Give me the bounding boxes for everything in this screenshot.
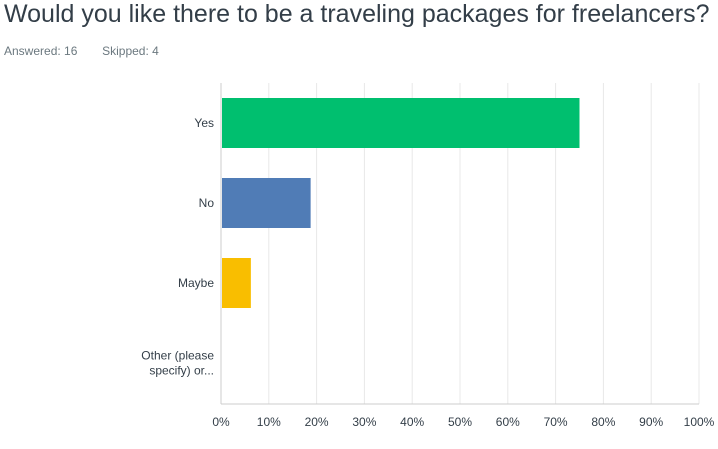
x-tick-label: 40% xyxy=(400,415,424,429)
x-tick-label: 50% xyxy=(448,415,472,429)
response-stats: Answered: 16 Skipped: 4 xyxy=(4,44,159,58)
category-label: Maybe xyxy=(178,276,214,290)
x-tick-label: 60% xyxy=(496,415,520,429)
x-tick-label: 80% xyxy=(591,415,615,429)
x-tick-label: 20% xyxy=(305,415,329,429)
answered-count: 16 xyxy=(64,44,78,58)
bar-yes[interactable] xyxy=(222,98,580,148)
x-tick-label: 70% xyxy=(544,415,568,429)
category-label: Other (please specify) or... xyxy=(141,349,214,378)
answered-label: Answered: xyxy=(4,44,61,58)
x-tick-label: 30% xyxy=(352,415,376,429)
question-title: Would you like there to be a traveling p… xyxy=(4,0,710,28)
bar-no[interactable] xyxy=(222,178,311,228)
x-tick-label: 90% xyxy=(639,415,663,429)
x-tick-label: 0% xyxy=(212,415,230,429)
x-tick-label: 100% xyxy=(684,415,715,429)
skipped-label: Skipped: xyxy=(102,44,149,58)
category-label: No xyxy=(199,196,215,210)
category-label: Yes xyxy=(194,116,214,130)
bar-maybe[interactable] xyxy=(222,258,251,308)
skipped-count: 4 xyxy=(152,44,159,58)
x-tick-label: 10% xyxy=(257,415,281,429)
